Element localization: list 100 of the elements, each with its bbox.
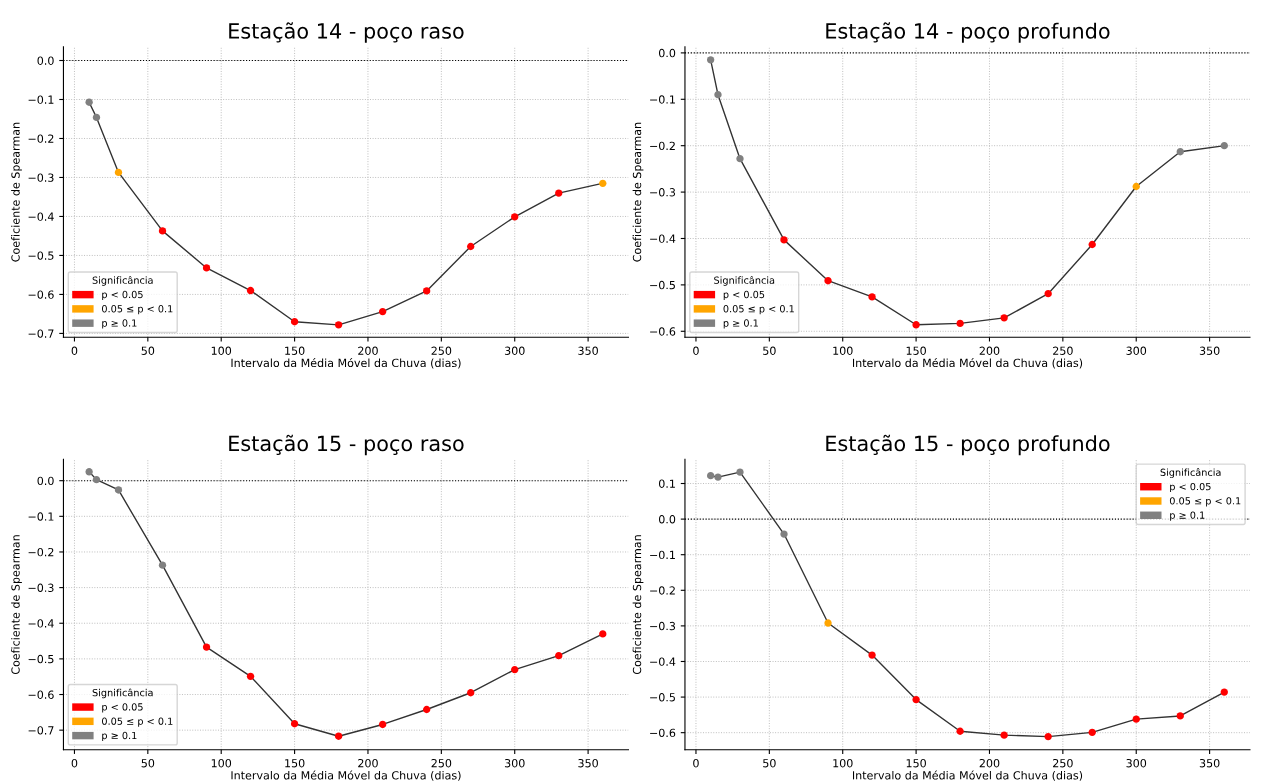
- x-tick-label: 200: [358, 346, 378, 355]
- chart-title: Estação 15 - poço raso: [229, 434, 464, 456]
- point: [114, 486, 123, 494]
- point: [780, 530, 788, 538]
- point: [1088, 240, 1096, 249]
- point: [85, 468, 93, 476]
- y-tick-label: −0.4: [28, 212, 54, 221]
- legend-title: Significância: [1160, 468, 1221, 478]
- legend-label: p < 0.05: [723, 290, 765, 301]
- point: [290, 720, 299, 728]
- point: [202, 264, 211, 272]
- legend-label: p ≥ 0.1: [102, 731, 137, 742]
- legend-label: p ≥ 0.1: [102, 319, 137, 329]
- legend-title: Significância: [714, 275, 775, 286]
- y-tick-label: −0.6: [650, 728, 676, 738]
- point: [467, 689, 475, 697]
- point: [92, 475, 101, 484]
- x-tick-label: 150: [906, 346, 926, 355]
- x-tick-label: 300: [504, 346, 525, 355]
- x-tick-label: 100: [833, 758, 853, 768]
- y-tick-label: −0.3: [650, 621, 676, 631]
- point: [1220, 688, 1228, 696]
- point: [1000, 314, 1008, 322]
- point: [158, 227, 167, 235]
- y-tick-label: −0.2: [650, 586, 675, 595]
- point: [599, 630, 607, 638]
- legend-label: p ≥ 0.1: [723, 319, 758, 329]
- legend-label: p < 0.05: [102, 290, 143, 301]
- point: [912, 695, 920, 704]
- legend-title: Significância: [92, 275, 153, 286]
- point: [824, 619, 832, 627]
- point: [1088, 728, 1096, 736]
- y-tick-label: 0.0: [37, 476, 54, 486]
- point: [1044, 732, 1052, 741]
- point: [1220, 142, 1228, 150]
- y-tick-label: −0.3: [28, 583, 54, 592]
- point: [158, 561, 167, 569]
- point: [1176, 712, 1184, 720]
- y-tick-label: −0.6: [650, 327, 676, 336]
- point: [555, 189, 563, 197]
- x-axis-title: Intervalo da Média Móvel da Chuva (dias): [231, 358, 461, 369]
- point: [246, 286, 255, 295]
- y-tick-label: −0.2: [28, 134, 54, 143]
- legend-label: p < 0.05: [1170, 482, 1211, 493]
- y-axis-title: Coeficiente de Spearman: [11, 122, 22, 262]
- point: [714, 473, 722, 481]
- point: [246, 672, 255, 681]
- chart-title: Estação 15 - poço profundo: [826, 434, 1110, 456]
- y-tick-label: −0.1: [28, 95, 54, 104]
- y-tick-label: −0.3: [650, 188, 676, 197]
- x-tick-label: 250: [431, 346, 452, 355]
- point: [824, 277, 832, 285]
- x-tick-label: 0: [71, 758, 78, 768]
- point: [85, 98, 93, 106]
- y-tick-label: −0.3: [28, 173, 54, 182]
- y-tick-label: 0.0: [658, 48, 676, 58]
- point: [92, 113, 101, 122]
- point: [378, 307, 387, 316]
- point: [1044, 290, 1052, 298]
- legend-label: p ≥ 0.1: [1170, 511, 1205, 521]
- x-tick-label: 350: [1199, 758, 1220, 768]
- point: [555, 652, 563, 660]
- point: [912, 321, 920, 329]
- point: [114, 168, 123, 177]
- point: [422, 705, 431, 714]
- legend-title: Significância: [92, 688, 153, 699]
- x-tick-label: 250: [1053, 346, 1073, 355]
- x-tick-label: 50: [763, 346, 776, 355]
- x-tick-label: 350: [578, 758, 598, 768]
- y-tick-label: −0.6: [28, 290, 54, 299]
- point: [334, 732, 343, 740]
- x-axis-title: Intervalo da Média Móvel da Chuva (dias): [231, 770, 461, 781]
- x-tick-label: 50: [141, 758, 155, 768]
- point: [202, 643, 211, 651]
- y-tick-label: −0.1: [28, 512, 54, 521]
- y-tick-label: −0.4: [28, 619, 54, 628]
- x-tick-label: 150: [906, 758, 926, 768]
- x-tick-label: 0: [693, 346, 699, 355]
- point: [706, 472, 715, 480]
- point: [511, 213, 519, 221]
- y-tick-label: −0.1: [650, 95, 675, 104]
- y-tick-label: −0.4: [650, 234, 676, 243]
- legend-label: 0.05 ≤ p < 0.1: [102, 717, 173, 727]
- point: [868, 651, 876, 659]
- point: [1132, 715, 1140, 723]
- x-tick-label: 350: [578, 346, 598, 355]
- legend-label: 0.05 ≤ p < 0.1: [1169, 497, 1241, 507]
- y-tick-label: −0.5: [650, 280, 675, 290]
- x-tick-label: 250: [1053, 758, 1073, 768]
- x-tick-label: 50: [763, 758, 776, 768]
- legend-label: p < 0.05: [102, 703, 143, 713]
- y-axis-title: Coeficiente de Spearman: [632, 535, 644, 675]
- x-tick-label: 200: [358, 758, 378, 768]
- point: [868, 293, 876, 301]
- x-tick-label: 250: [431, 758, 452, 768]
- y-tick-label: −0.4: [650, 657, 676, 666]
- x-tick-label: 300: [1126, 758, 1147, 768]
- y-tick-label: 0.1: [658, 479, 675, 488]
- point: [1132, 182, 1140, 191]
- x-axis-title: Intervalo da Média Móvel da Chuva (dias): [852, 358, 1083, 369]
